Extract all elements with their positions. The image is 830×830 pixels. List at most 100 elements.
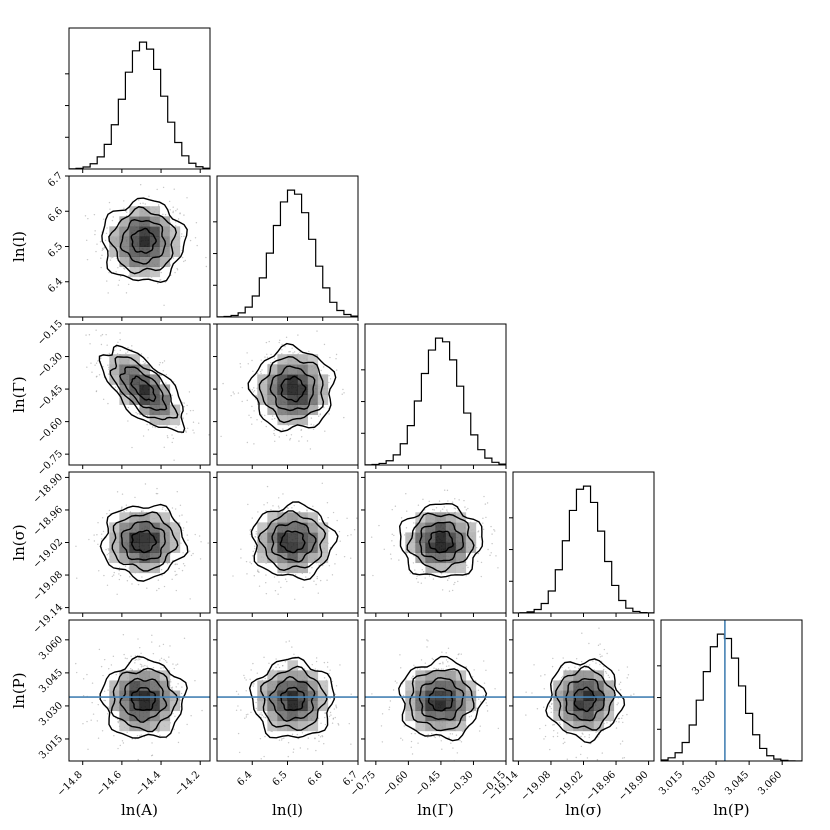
sample-point [507,687,508,688]
sample-point [86,720,88,723]
sample-point [383,548,385,551]
sample-point [422,570,425,573]
sample-point [143,362,146,365]
sample-point [300,429,302,431]
sample-point [126,657,128,660]
sample-point [260,758,262,760]
density-cell [129,216,140,227]
sample-point [141,576,143,578]
sample-point [315,660,318,663]
sample-point [426,646,428,648]
sample-point [320,562,322,565]
sample-point [335,353,338,356]
contour-line [270,520,317,563]
x-tick-label: −19.08 [519,769,553,803]
sample-point [140,734,142,736]
sample-point [101,254,103,257]
sample-point [183,235,185,238]
sample-point [253,575,255,577]
sample-point [424,662,427,664]
sample-point [194,533,196,536]
sample-point [76,671,78,674]
sample-point [561,666,563,669]
sample-point [318,564,320,566]
sample-point [115,271,117,273]
sample-point [245,714,248,716]
sample-point [173,728,175,731]
sample-point [293,351,296,353]
sample-point [398,559,400,561]
sample-point [622,721,624,724]
density-cell [159,680,171,691]
sample-point [137,659,139,661]
sample-point [177,683,179,685]
sample-point [91,682,94,684]
contour-line [269,365,316,412]
sample-point [484,503,487,505]
sample-point [350,557,352,559]
sample-point [119,744,121,747]
density-cell [297,414,309,426]
density-cell [455,710,467,722]
sample-point [106,227,108,229]
sample-point [559,723,561,726]
sample-point [121,507,123,509]
sample-point [95,376,98,378]
sample-point [158,587,160,590]
sample-point [151,634,153,637]
density-cell [317,522,329,533]
density-cell [297,552,309,564]
sample-point [230,394,232,397]
sample-point [442,668,444,670]
sample-point [343,392,345,394]
density-cell [139,552,150,564]
sample-point [183,402,185,404]
sample-point [287,755,290,758]
sample-point [110,664,113,666]
sample-point [192,429,194,431]
sample-point [380,725,383,727]
sample-point [253,443,255,445]
sample-point [117,341,119,344]
sample-point [119,332,121,334]
sample-point [101,333,104,336]
density-cell [129,690,140,701]
sample-point [421,569,423,571]
sample-point [432,658,434,661]
sample-point [75,662,77,665]
sample-point [323,343,326,346]
sample-point [284,767,285,768]
sample-point [319,736,322,738]
sample-point [146,587,148,589]
sample-point [293,653,295,656]
sample-point [314,668,317,670]
density-cell [149,246,161,257]
sample-point [586,757,589,759]
sample-point [432,578,435,580]
sample-point [126,211,128,213]
sample-point [416,668,419,670]
sample-point [173,188,175,190]
sample-point [93,540,96,542]
sample-point [458,499,460,501]
density-cell [257,522,268,533]
sample-point [189,409,192,412]
sample-point [490,552,492,554]
density-cell [297,384,309,395]
sample-point [264,677,266,680]
sample-point [442,661,444,664]
sample-point [96,534,98,536]
sample-point [85,334,87,336]
density-cell [573,680,584,691]
sample-point [442,663,444,665]
sample-point [232,391,234,393]
sample-point [130,668,132,670]
sample-point [100,665,103,668]
sample-point [155,492,158,495]
sample-point [482,517,484,520]
sample-point [263,656,265,659]
sample-point [253,683,255,685]
density-cell [129,236,140,247]
density-cell [317,700,329,712]
density-cell [445,522,457,533]
